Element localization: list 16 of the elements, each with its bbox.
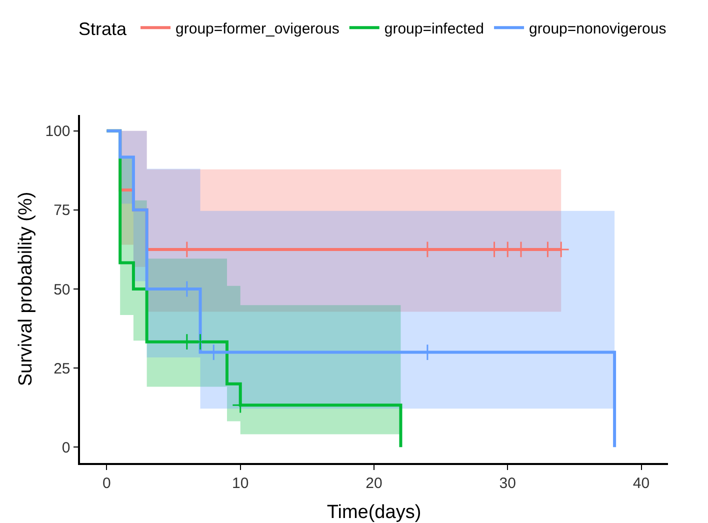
legend-title: Strata <box>78 18 128 39</box>
y-tick-label: 75 <box>54 202 70 220</box>
x-tick-label: 20 <box>366 474 382 492</box>
x-tick-label: 0 <box>102 474 111 492</box>
x-tick-label: 10 <box>232 474 249 492</box>
x-tick-label: 40 <box>632 474 650 492</box>
y-tick-label: 25 <box>54 360 70 378</box>
legend-label: group=former_ovigerous <box>176 20 340 38</box>
legend-label: group=infected <box>384 20 484 38</box>
y-tick-label: 100 <box>45 123 70 140</box>
x-axis-title: Time(days) <box>326 502 422 523</box>
legend-label: group=nonovigerous <box>529 20 666 38</box>
y-axis-title: Survival probability (%) <box>16 192 36 386</box>
y-tick-label: 0 <box>62 439 70 456</box>
y-tick-label: 50 <box>54 281 70 298</box>
x-tick-label: 30 <box>499 474 516 492</box>
